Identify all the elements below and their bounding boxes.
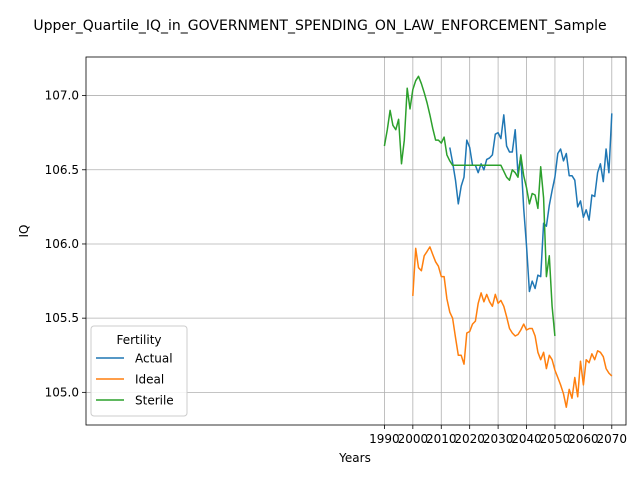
legend-box (90, 325, 188, 417)
y-axis-ticks: 105.0 105.5 106.0 106.5 107.0 (45, 89, 86, 399)
x-tick-label: 2030 (483, 432, 514, 446)
series-line-ideal (412, 246, 613, 408)
x-tick-label: 1990 (369, 432, 400, 446)
legend-label-ideal: Ideal (135, 373, 164, 387)
series-lines (383, 75, 613, 408)
x-tick-label: 2060 (568, 432, 599, 446)
legend: Fertility Actual Ideal Sterile (90, 325, 188, 417)
x-tick-label: 2020 (454, 432, 485, 446)
legend-items: Actual Ideal Sterile (96, 352, 174, 408)
series-line-sterile (383, 75, 556, 337)
series-line-actual (449, 113, 613, 293)
y-tick-label: 107.0 (45, 89, 79, 103)
x-tick-label: 2050 (540, 432, 571, 446)
plot-area-frame (85, 56, 627, 426)
legend-title: Fertility (116, 333, 161, 347)
y-tick-label: 105.0 (45, 385, 79, 399)
x-tick-label: 2040 (511, 432, 542, 446)
y-tick-label: 106.5 (45, 163, 79, 177)
legend-label-sterile: Sterile (135, 394, 174, 408)
x-tick-label: 2010 (426, 432, 457, 446)
legend-label-actual: Actual (135, 352, 173, 366)
x-tick-label: 2070 (597, 432, 628, 446)
x-tick-label: 2000 (398, 432, 429, 446)
chart-title: Upper_Quartile_IQ_in_GOVERNMENT_SPENDING… (33, 18, 606, 34)
y-tick-label: 105.5 (45, 311, 79, 325)
x-axis-label: Years (338, 451, 371, 465)
y-axis-label: IQ (17, 225, 31, 238)
y-tick-label: 106.0 (45, 237, 79, 251)
